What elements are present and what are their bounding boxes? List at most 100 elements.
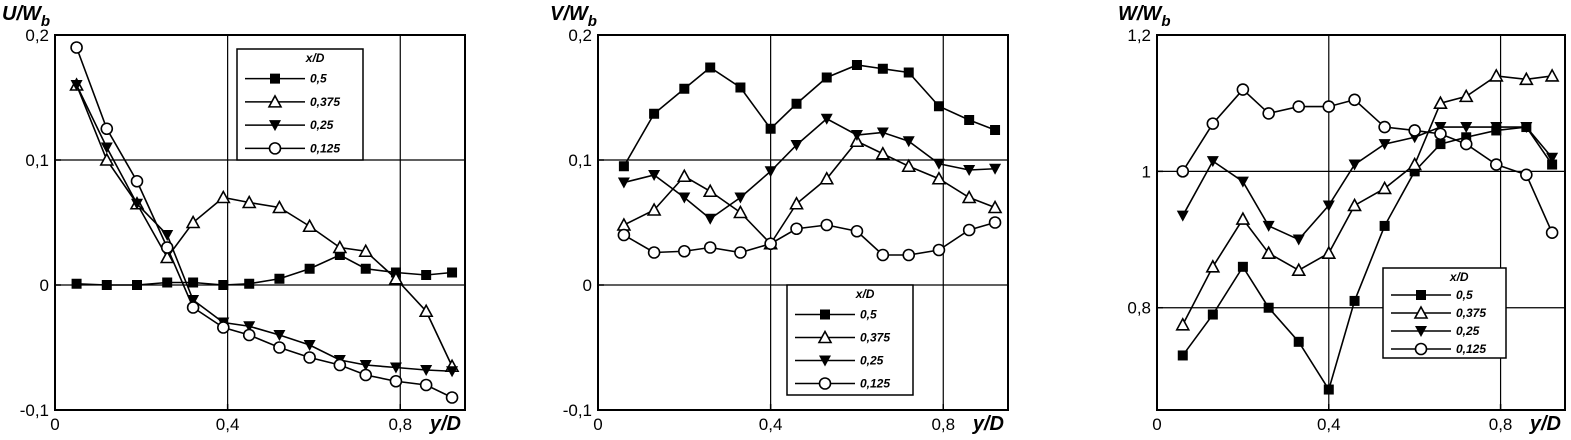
data-point	[1489, 158, 1503, 171]
x-tick-label: 0,4	[759, 415, 783, 434]
data-point	[819, 171, 835, 185]
data-point	[932, 243, 946, 257]
data-point	[903, 67, 914, 78]
y-tick-label: 0,1	[25, 151, 49, 170]
data-point	[734, 246, 747, 259]
data-point	[1262, 220, 1275, 232]
data-point	[1459, 137, 1473, 151]
data-point	[334, 250, 345, 260]
data-point	[162, 277, 173, 288]
data-point	[159, 249, 175, 264]
data-point	[303, 351, 316, 364]
data-point	[617, 228, 631, 242]
data-point	[445, 391, 459, 404]
y-tick-label: 0,2	[25, 26, 49, 45]
data-point	[1206, 117, 1220, 130]
data-point	[616, 217, 632, 231]
legend-marker	[270, 73, 280, 84]
data-point	[187, 295, 200, 306]
legend-box	[786, 284, 914, 396]
data-point	[704, 213, 717, 225]
data-point	[161, 230, 174, 241]
legend-label: 0,125	[860, 377, 890, 391]
data-point	[1236, 176, 1249, 188]
data-point	[931, 171, 947, 185]
data-point	[359, 368, 373, 382]
series-3	[617, 113, 1002, 225]
data-point	[850, 130, 863, 141]
data-point	[1545, 226, 1559, 240]
data-point	[1546, 152, 1559, 164]
data-point	[963, 165, 976, 176]
data-point	[418, 303, 434, 318]
x-tick-label: 0,8	[931, 415, 955, 434]
plot-frame	[54, 34, 466, 411]
data-point	[877, 63, 888, 74]
data-point	[851, 60, 862, 70]
legend-marker	[819, 355, 831, 367]
x-tick-label: 0	[1152, 415, 1161, 434]
data-point	[100, 142, 113, 154]
x-tick-label: 0	[50, 415, 59, 434]
legend-marker	[1415, 326, 1427, 337]
data-point	[1461, 132, 1472, 143]
chart-panel-3: 0 0,4 0,8 0,8 1 1,2W/Wb y/D x/D 0,5 0,375 0,25 0,12…	[1118, 3, 1566, 435]
data-point	[101, 280, 112, 290]
legend-item: 0,375	[795, 329, 890, 345]
data-point	[678, 192, 691, 204]
legend-item: 0,5	[1391, 288, 1473, 302]
legend-marker	[817, 329, 833, 344]
data-point	[1408, 124, 1421, 137]
data-point	[1322, 200, 1335, 212]
data-point	[447, 267, 458, 278]
series-1	[71, 250, 458, 290]
legend: x/D 0,5 0,375 0,25 0,125	[1382, 267, 1507, 359]
data-point	[1460, 122, 1473, 134]
data-point	[70, 41, 83, 54]
data-point	[359, 360, 372, 371]
data-point	[358, 243, 374, 258]
data-point	[735, 82, 746, 93]
data-point	[1409, 166, 1420, 177]
legend-marker	[1414, 342, 1428, 356]
legend-item: 0,125	[1391, 342, 1486, 356]
series-line	[75, 84, 453, 373]
data-point	[1433, 95, 1448, 109]
data-point	[389, 374, 403, 388]
data-point	[132, 280, 142, 290]
data-point	[1488, 68, 1504, 82]
data-point	[791, 98, 802, 109]
legend-marker	[818, 377, 832, 390]
data-point	[1349, 295, 1360, 306]
data-point	[333, 358, 347, 372]
data-point	[764, 237, 777, 251]
data-point	[902, 136, 915, 148]
data-point	[705, 62, 716, 73]
data-point	[1321, 245, 1337, 259]
data-point	[160, 241, 174, 254]
data-point	[1207, 309, 1218, 320]
series-4	[70, 41, 459, 404]
legend: x/D 0,5 0,375 0,25 0,125	[786, 284, 914, 396]
data-point	[1434, 122, 1447, 134]
data-point	[241, 194, 257, 209]
data-point	[901, 158, 917, 173]
y-tick-label: -0,1	[563, 401, 592, 420]
y-tick-label: 1,2	[1127, 26, 1151, 45]
data-point	[242, 328, 256, 342]
y-tick-label: 0,8	[1127, 299, 1151, 318]
data-point	[185, 214, 201, 229]
data-point	[70, 80, 83, 91]
series-2	[1175, 68, 1560, 331]
legend-item: 0,25	[245, 118, 334, 132]
data-point	[646, 202, 662, 216]
data-point	[876, 127, 889, 139]
legend-label: 0,5	[860, 308, 877, 322]
legend-item: 0,375	[245, 94, 340, 109]
series-line	[76, 254, 453, 286]
legend-label: 0,375	[1456, 306, 1486, 320]
data-point	[1262, 107, 1275, 120]
legend-marker	[1416, 290, 1426, 300]
y-axis-label: V/Wb	[550, 3, 597, 30]
